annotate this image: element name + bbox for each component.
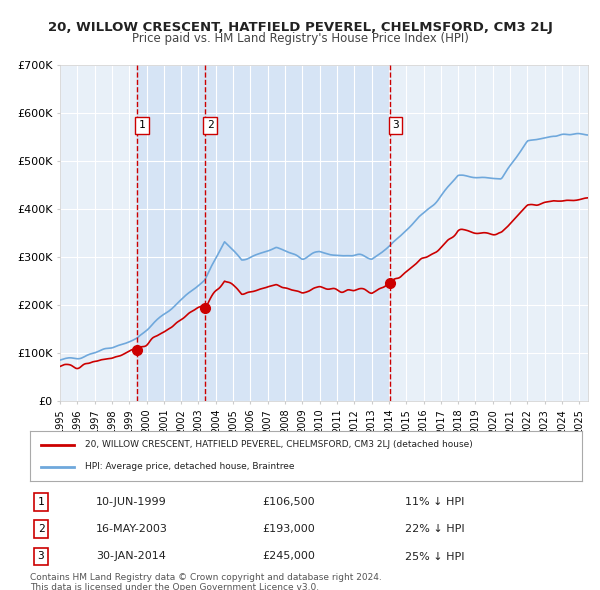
Text: £193,000: £193,000: [262, 525, 314, 534]
Text: 20, WILLOW CRESCENT, HATFIELD PEVEREL, CHELMSFORD, CM3 2LJ (detached house): 20, WILLOW CRESCENT, HATFIELD PEVEREL, C…: [85, 440, 473, 449]
Text: This data is licensed under the Open Government Licence v3.0.: This data is licensed under the Open Gov…: [30, 583, 319, 590]
Text: 2: 2: [206, 120, 214, 130]
Text: Price paid vs. HM Land Registry's House Price Index (HPI): Price paid vs. HM Land Registry's House …: [131, 32, 469, 45]
Bar: [137, 65, 205, 401]
Text: £245,000: £245,000: [262, 552, 315, 562]
Text: Contains HM Land Registry data © Crown copyright and database right 2024.: Contains HM Land Registry data © Crown c…: [30, 573, 382, 582]
Text: 16-MAY-2003: 16-MAY-2003: [96, 525, 168, 534]
Text: 1: 1: [139, 120, 145, 130]
Text: 22% ↓ HPI: 22% ↓ HPI: [406, 525, 465, 534]
Text: 1: 1: [38, 497, 44, 507]
Text: 10-JUN-1999: 10-JUN-1999: [96, 497, 167, 507]
Text: HPI: Average price, detached house, Braintree: HPI: Average price, detached house, Brai…: [85, 463, 295, 471]
Text: 30-JAN-2014: 30-JAN-2014: [96, 552, 166, 562]
Text: 11% ↓ HPI: 11% ↓ HPI: [406, 497, 465, 507]
Text: 20, WILLOW CRESCENT, HATFIELD PEVEREL, CHELMSFORD, CM3 2LJ: 20, WILLOW CRESCENT, HATFIELD PEVEREL, C…: [47, 21, 553, 34]
Bar: [205, 65, 391, 401]
Text: 2: 2: [38, 525, 44, 534]
Text: £106,500: £106,500: [262, 497, 314, 507]
Text: 25% ↓ HPI: 25% ↓ HPI: [406, 552, 465, 562]
Text: 3: 3: [392, 120, 399, 130]
Text: 3: 3: [38, 552, 44, 562]
